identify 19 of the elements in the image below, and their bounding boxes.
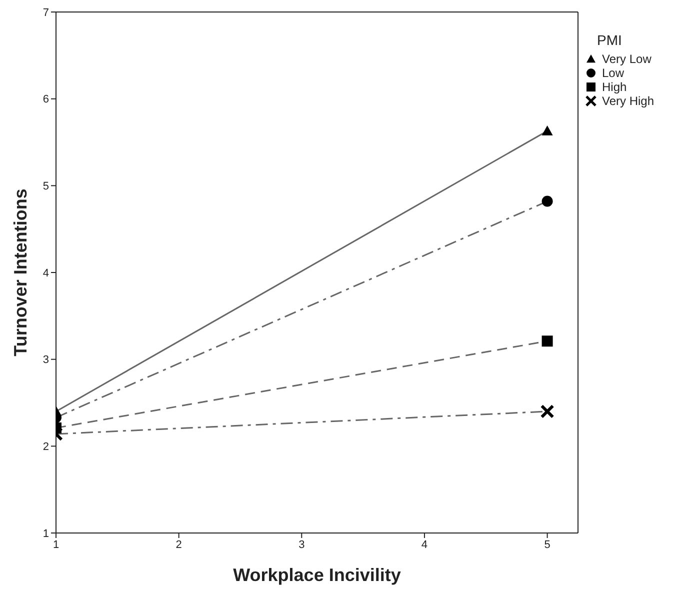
legend-label: Very Low [602,52,652,66]
y-tick-label: 3 [42,354,49,366]
y-tick-label: 4 [42,267,49,280]
y-tick-label: 2 [42,441,49,454]
legend-label: Very High [602,94,654,108]
legend-label: High [602,80,627,94]
y-axis-title: Turnover Intentions [10,188,30,356]
y-tick-label: 5 [42,180,49,193]
x-tick-label: 2 [176,538,182,551]
legend-title: PMI [596,32,623,48]
y-tick-label: 6 [42,94,49,106]
y-tick-label: 1 [42,528,49,540]
x-tick-label: 1 [52,538,60,551]
x-tick-label: 4 [421,538,428,551]
x-axis-title: Workplace Incivility [233,565,401,585]
x-tick-label: 5 [544,538,550,551]
y-tick-label: 7 [42,6,49,19]
x-tick-label: 3 [298,538,305,551]
legend-label: Low [602,66,624,80]
